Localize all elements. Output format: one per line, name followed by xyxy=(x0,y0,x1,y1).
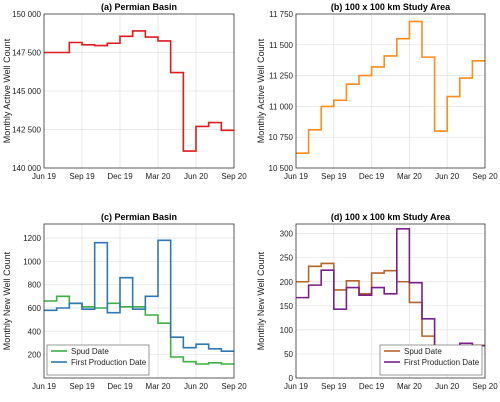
chart-title: (d) 100 x 100 km Study Area xyxy=(331,212,451,222)
x-tick-label: Sep 20 xyxy=(472,172,498,181)
x-tick-label: Sep 20 xyxy=(472,382,498,391)
plot-area xyxy=(296,14,485,168)
x-tick-label: Sep 20 xyxy=(221,382,247,391)
x-tick-label: Jun 20 xyxy=(435,172,460,181)
y-tick-label: 10 500 xyxy=(269,164,294,173)
x-tick-label: Sep 19 xyxy=(321,382,347,391)
y-tick-label: 1000 xyxy=(23,257,41,266)
chart-title: (b) 100 x 100 km Study Area xyxy=(331,2,451,12)
x-tick-label: Jun 20 xyxy=(184,172,209,181)
legend-label: First Production Date xyxy=(71,358,147,367)
x-tick-label: Dec 19 xyxy=(359,172,385,181)
legend-box xyxy=(46,344,150,376)
plot-frame xyxy=(43,223,235,379)
x-tick-label: Jun 20 xyxy=(184,382,209,391)
y-tick-label: 0 xyxy=(289,374,294,383)
x-tick-label: Jun 19 xyxy=(284,382,309,391)
legend-label: First Production Date xyxy=(404,358,480,367)
y-tick-label: 1200 xyxy=(23,234,41,243)
x-tick-label: Sep 19 xyxy=(69,382,95,391)
legend-label: Spud Date xyxy=(71,347,109,356)
series-line-2 xyxy=(44,239,234,352)
y-tick-label: 50 xyxy=(284,350,293,359)
plot-frame xyxy=(295,13,486,169)
y-tick-label: 11 500 xyxy=(269,41,293,50)
y-axis-label: Monthly New Well Count xyxy=(2,251,12,350)
y-tick-label: 600 xyxy=(28,304,42,313)
y-tick-label: 11 000 xyxy=(269,102,293,111)
series-line-1 xyxy=(44,30,234,152)
x-tick-label: Jun 19 xyxy=(32,382,57,391)
y-axis-label: Monthly New Well Count xyxy=(256,251,266,350)
y-tick-label: 400 xyxy=(28,327,42,336)
y-tick-label: 11 250 xyxy=(269,72,293,81)
y-tick-label: 800 xyxy=(28,281,42,290)
plot-frame xyxy=(43,13,235,169)
x-tick-label: Mar 20 xyxy=(146,382,171,391)
y-tick-label: 142 500 xyxy=(12,126,41,135)
x-tick-label: Dec 19 xyxy=(107,382,133,391)
y-tick-label: 300 xyxy=(280,230,294,239)
legend-box xyxy=(379,344,483,376)
y-tick-label: 200 xyxy=(280,278,294,287)
x-tick-label: Jun 19 xyxy=(32,172,57,181)
x-tick-label: Jun 20 xyxy=(435,382,460,391)
x-tick-label: Dec 19 xyxy=(359,382,385,391)
chart-panel-4: 0 50 100 150 200 250 300 Jun 19 Sep 19 Dec 19 Mar … xyxy=(256,212,498,391)
chart-panel-1: 140 000 142 500 145 000 147 500 150 000 Jun 1… xyxy=(2,2,247,181)
x-tick-label: Jun 19 xyxy=(284,172,309,181)
x-tick-label: Sep 19 xyxy=(321,172,347,181)
y-tick-label: 147 500 xyxy=(12,49,41,58)
series-line-1 xyxy=(296,20,485,155)
y-tick-label: 150 000 xyxy=(12,10,41,19)
y-tick-label: 250 xyxy=(280,254,294,263)
x-tick-label: Mar 20 xyxy=(397,382,422,391)
chart-title: (c) Permian Basin xyxy=(101,212,177,222)
x-tick-label: Sep 20 xyxy=(221,172,247,181)
y-tick-label: 145 000 xyxy=(12,87,41,96)
plot-frame xyxy=(295,223,486,379)
x-tick-label: Mar 20 xyxy=(397,172,422,181)
x-tick-label: Sep 19 xyxy=(69,172,95,181)
y-axis-label: Monthly Active Well Count xyxy=(2,38,12,143)
y-tick-label: 11 750 xyxy=(269,10,293,19)
x-tick-label: Dec 19 xyxy=(107,172,133,181)
y-tick-label: 100 xyxy=(280,326,294,335)
y-axis-label: Monthly Active Well Count xyxy=(256,38,266,143)
y-tick-label: 150 xyxy=(280,302,294,311)
chart-panel-2: 10 500 10 750 11 000 11 250 11 500 11 750 Jun … xyxy=(256,2,498,181)
chart-title: (a) Permian Basin xyxy=(101,2,177,12)
y-tick-label: 200 xyxy=(28,351,42,360)
legend-label: Spud Date xyxy=(404,347,442,356)
x-tick-label: Mar 20 xyxy=(146,172,171,181)
y-tick-label: 10 750 xyxy=(269,133,294,142)
y-tick-label: 140 000 xyxy=(12,164,41,173)
legend: Spud Date First Production Date xyxy=(46,344,150,376)
chart-panel-3: 200 400 600 800 1000 1200 Jun 19 Sep 19 Dec 19 Ma… xyxy=(2,212,247,391)
legend: Spud Date First Production Date xyxy=(379,344,483,376)
